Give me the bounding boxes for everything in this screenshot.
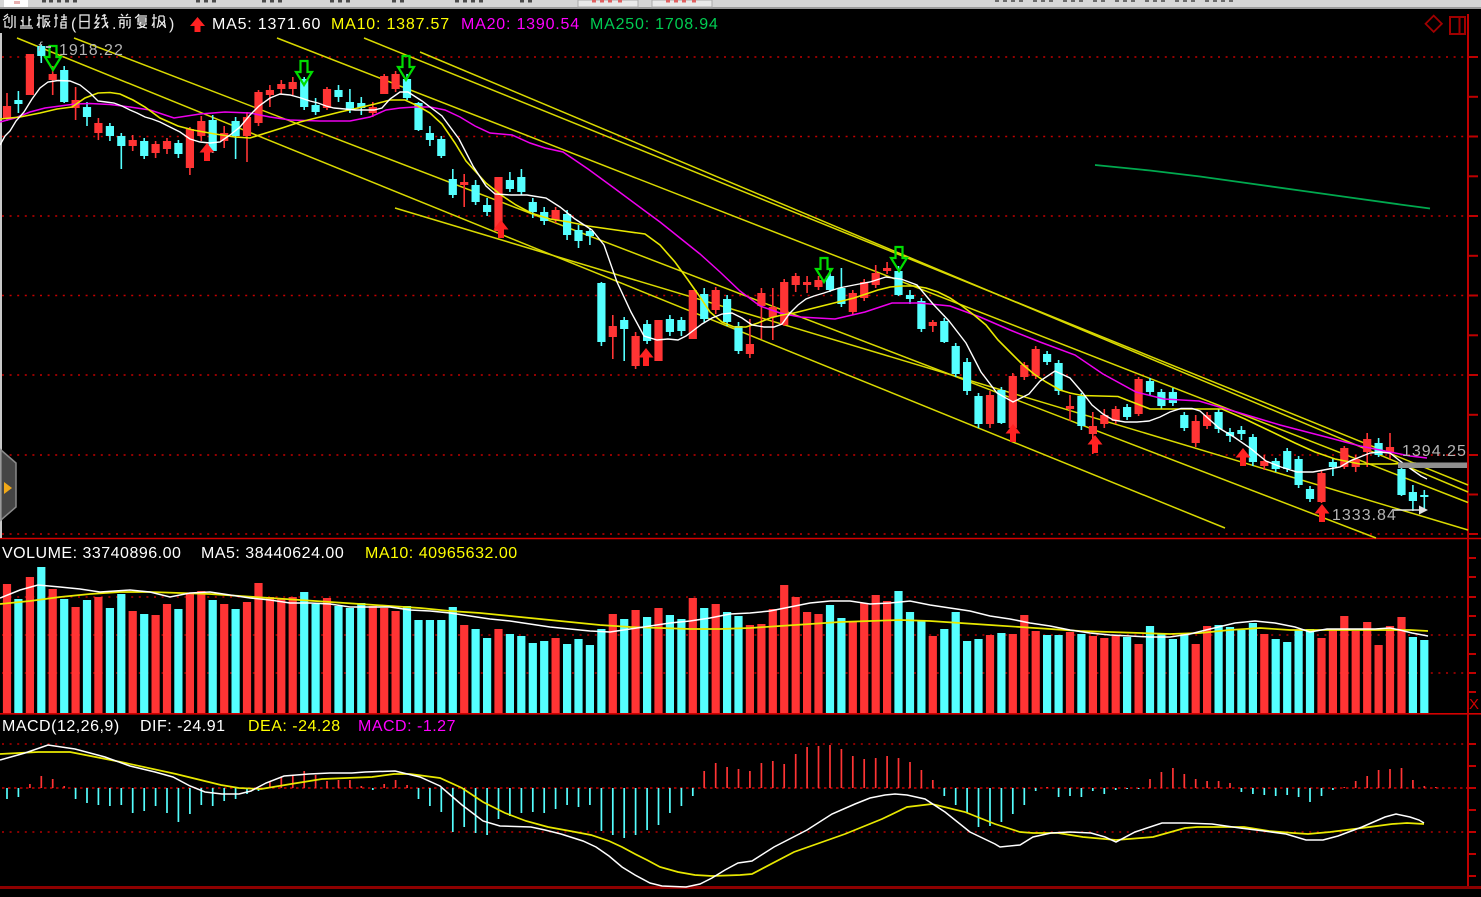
svg-text:1333.84: 1333.84 (1332, 507, 1397, 524)
svg-text:): ) (169, 16, 174, 33)
svg-text:VOLUME: 33740896.00: VOLUME: 33740896.00 (2, 545, 181, 562)
svg-text:MACD(12,26,9): MACD(12,26,9) (2, 718, 120, 735)
svg-text:(: ( (71, 16, 77, 33)
svg-text:MACD: -1.27: MACD: -1.27 (358, 718, 456, 735)
svg-text:MA250: 1708.94: MA250: 1708.94 (590, 16, 719, 33)
svg-text:1918.22: 1918.22 (59, 42, 124, 59)
svg-text:DEA: -24.28: DEA: -24.28 (248, 718, 341, 735)
svg-text:DIF: -24.91: DIF: -24.91 (140, 718, 226, 735)
svg-text:X: X (1469, 696, 1479, 713)
svg-text:.: . (112, 16, 116, 33)
svg-text:1394.25: 1394.25 (1402, 443, 1467, 460)
svg-text:MA10: 40965632.00: MA10: 40965632.00 (365, 545, 518, 562)
svg-text:f: f (38, 39, 43, 54)
svg-text:MA20: 1390.54: MA20: 1390.54 (461, 16, 580, 33)
svg-text:MA5: 38440624.00: MA5: 38440624.00 (201, 545, 344, 562)
svg-text:MA5: 1371.60: MA5: 1371.60 (212, 16, 321, 33)
svg-text:MA10: 1387.57: MA10: 1387.57 (331, 16, 450, 33)
